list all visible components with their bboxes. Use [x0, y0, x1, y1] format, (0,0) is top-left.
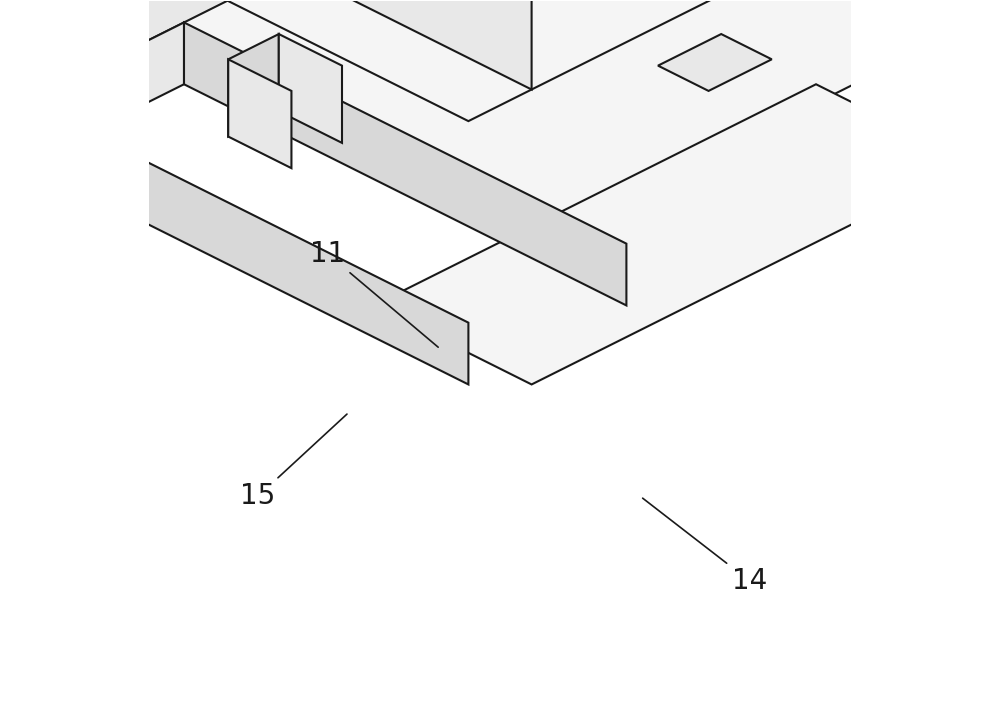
Polygon shape — [228, 59, 291, 168]
Polygon shape — [26, 102, 468, 384]
Polygon shape — [374, 85, 974, 384]
Polygon shape — [184, 0, 532, 90]
Polygon shape — [658, 34, 772, 91]
Polygon shape — [184, 23, 626, 305]
Polygon shape — [228, 34, 279, 137]
Polygon shape — [26, 23, 184, 164]
Text: 15: 15 — [240, 414, 347, 510]
Polygon shape — [0, 0, 974, 245]
Polygon shape — [26, 0, 1000, 102]
Text: 14: 14 — [643, 498, 767, 595]
Text: 11: 11 — [310, 240, 438, 347]
Polygon shape — [0, 0, 911, 121]
Polygon shape — [279, 34, 342, 143]
